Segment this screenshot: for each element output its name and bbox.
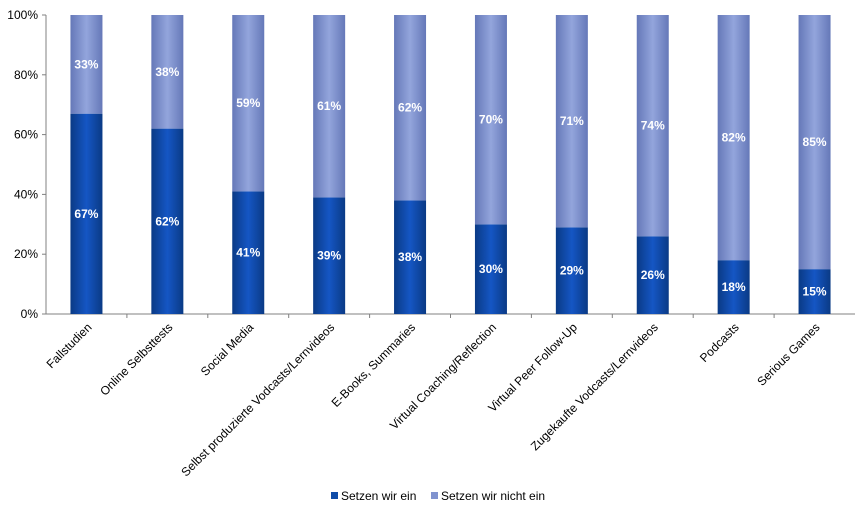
data-label: 15% (803, 285, 827, 299)
bar-segment (717, 15, 750, 261)
data-label: 59% (236, 96, 260, 110)
x-tick-label: Fallstudien (44, 320, 95, 371)
bar-segment (555, 15, 588, 228)
bar-segment (394, 200, 427, 314)
bar-segment (70, 15, 103, 114)
x-tick-label: Serious Games (754, 320, 822, 388)
x-tick-label: Virtual Peer Follow-Up (485, 320, 580, 415)
x-tick-label: Selbst produzierte Vodcasts/Lernvideos (178, 320, 337, 479)
x-tick-label: Online Selbsttests (97, 320, 175, 398)
x-tick-label: Podcasts (697, 320, 742, 365)
bar-segment (798, 269, 831, 314)
bar-segment (798, 15, 831, 270)
data-label: 41% (236, 246, 260, 260)
bars (70, 15, 831, 314)
bar-segment (717, 260, 750, 314)
bar-segment (313, 197, 346, 314)
bar-segment (151, 128, 184, 314)
x-tick-label: Zugekaufte Vodcasts/Lernvideos (528, 320, 661, 453)
data-label: 33% (74, 57, 98, 71)
data-label: 38% (398, 250, 422, 264)
data-label: 18% (722, 280, 746, 294)
legend-swatch (431, 492, 438, 499)
legend: Setzen wir ein Setzen wir nicht ein (331, 489, 545, 503)
data-label: 67% (74, 207, 98, 221)
data-label: 30% (479, 262, 503, 276)
data-label: 26% (641, 268, 665, 282)
data-label: 29% (560, 264, 584, 278)
x-tick-label: E-Books, Summaries (329, 320, 419, 410)
bar-segment (636, 15, 669, 237)
legend-swatch (331, 492, 338, 499)
data-label: 39% (317, 249, 341, 263)
bar-segment (394, 15, 427, 201)
bar-segment (474, 224, 507, 314)
data-label: 70% (479, 113, 503, 127)
bar-segment (636, 236, 669, 314)
legend-label: Setzen wir ein (341, 489, 416, 503)
bar-segment (555, 227, 588, 314)
category-labels: Fallstudien Online Selbsttests Social Medi… (44, 320, 823, 479)
bar-segment (313, 15, 346, 198)
bar-segment (232, 15, 265, 192)
bar-segment (70, 113, 103, 314)
data-label: 62% (398, 101, 422, 115)
data-label: 71% (560, 114, 584, 128)
y-tick-label: 80% (14, 68, 38, 82)
y-tick-label: 0% (21, 307, 39, 321)
bar-segment (232, 191, 265, 314)
bar-segment (474, 15, 507, 225)
data-label: 61% (317, 99, 341, 113)
x-tick-label: Social Media (198, 320, 257, 379)
y-tick-label: 40% (14, 187, 38, 201)
legend-label: Setzen wir nicht ein (441, 489, 545, 503)
bar-segment (151, 15, 184, 129)
data-label: 74% (641, 119, 665, 133)
data-label: 85% (803, 135, 827, 149)
y-tick-label: 60% (14, 128, 38, 142)
data-label: 38% (155, 65, 179, 79)
y-tick-label: 20% (14, 247, 38, 261)
data-labels: 67% 33% 62% 38% 41% 59% 39% 61% 38% 62% 30% 70% 29% 7… (74, 57, 826, 298)
data-label: 62% (155, 214, 179, 228)
data-label: 82% (722, 131, 746, 145)
y-tick-label: 100% (7, 8, 38, 22)
